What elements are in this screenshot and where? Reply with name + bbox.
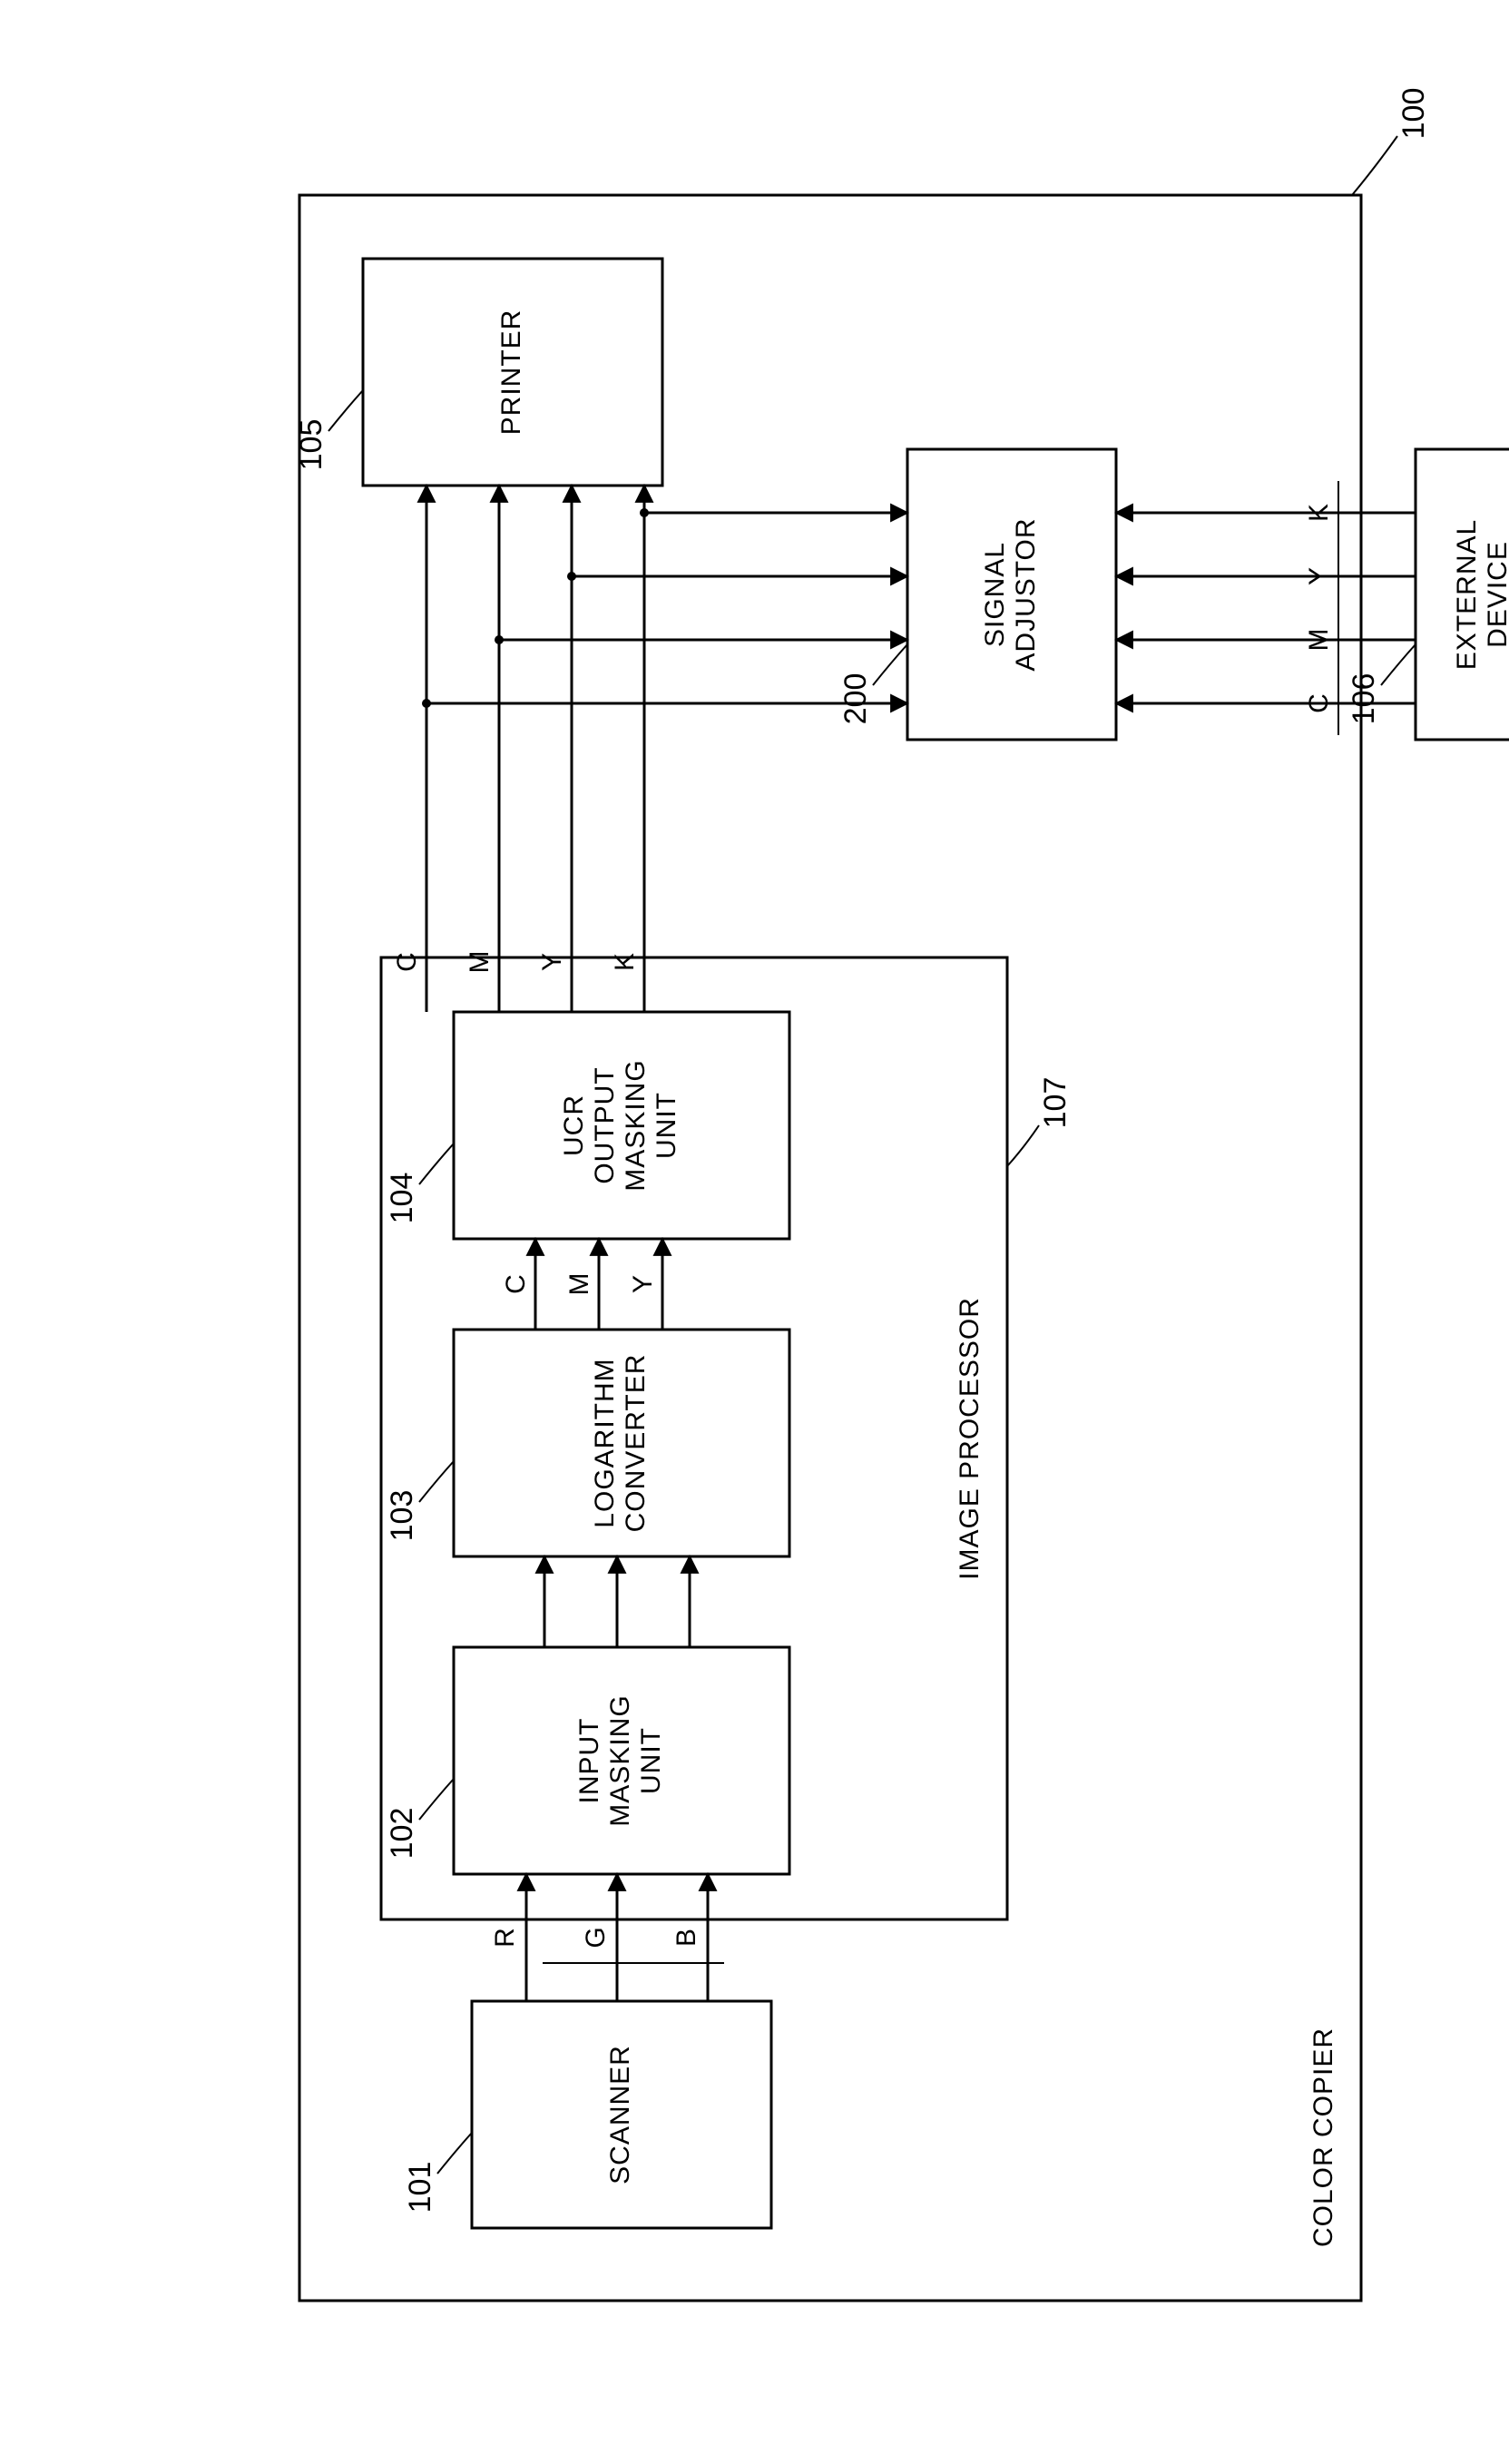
external-device-block-label: DEVICE [1483,541,1509,648]
signal-m-bus: M [465,951,495,974]
ref-100: 100 [1396,88,1431,140]
ucr-block-label: UCR [559,1095,589,1156]
image-processor-label: IMAGE PROCESSOR [955,1297,985,1580]
signal-adjustor-block-label: SIGNAL [980,542,1010,647]
scanner-block-label: SCANNER [605,2045,635,2184]
signal-c-bus: C [392,952,422,972]
printer-block-label: PRINTER [496,309,526,436]
input-masking-block-label: INPUT [574,1718,604,1804]
signal-k-ext: K [1304,504,1334,522]
ucr-block-label: OUTPUT [590,1066,620,1183]
ref-105: 105 [294,419,328,471]
logarithm-block-label: CONVERTER [621,1354,651,1533]
signal-y-mid: Y [628,1275,658,1293]
signal-b: B [671,1929,701,1947]
ref-103: 103 [385,1490,419,1542]
signal-adjustor-block-label: ADJUSTOR [1011,517,1041,671]
ref-106: 106 [1347,673,1381,725]
ref-101: 101 [403,2162,437,2214]
ref-200: 200 [838,673,873,725]
signal-c-ext: C [1304,693,1334,713]
signal-m-ext: M [1304,629,1334,652]
signal-c-mid: C [501,1274,531,1294]
external-device-block-label: EXTERNAL [1452,519,1482,670]
figure-diagram: F I G. 1COLOR COPIER100IMAGE PROCESSOR10… [0,0,1509,2464]
signal-y-ext: Y [1304,567,1334,585]
signal-m-mid: M [564,1273,594,1296]
signal-k-bus: K [610,953,640,971]
signal-r: R [490,1928,520,1948]
logarithm-block-label: LOGARITHM [590,1358,620,1527]
ref-102: 102 [385,1808,419,1860]
signal-y-bus: Y [537,953,567,971]
input-masking-block-label: UNIT [636,1727,666,1794]
ref-104: 104 [385,1173,419,1224]
signal-g: G [581,1927,611,1948]
ref-107: 107 [1038,1077,1073,1129]
input-masking-block-label: MASKING [605,1694,635,1826]
color-copier-label: COLOR COPIER [1308,2027,1338,2247]
ucr-block-label: MASKING [621,1059,651,1191]
ucr-block-label: UNIT [652,1092,681,1159]
